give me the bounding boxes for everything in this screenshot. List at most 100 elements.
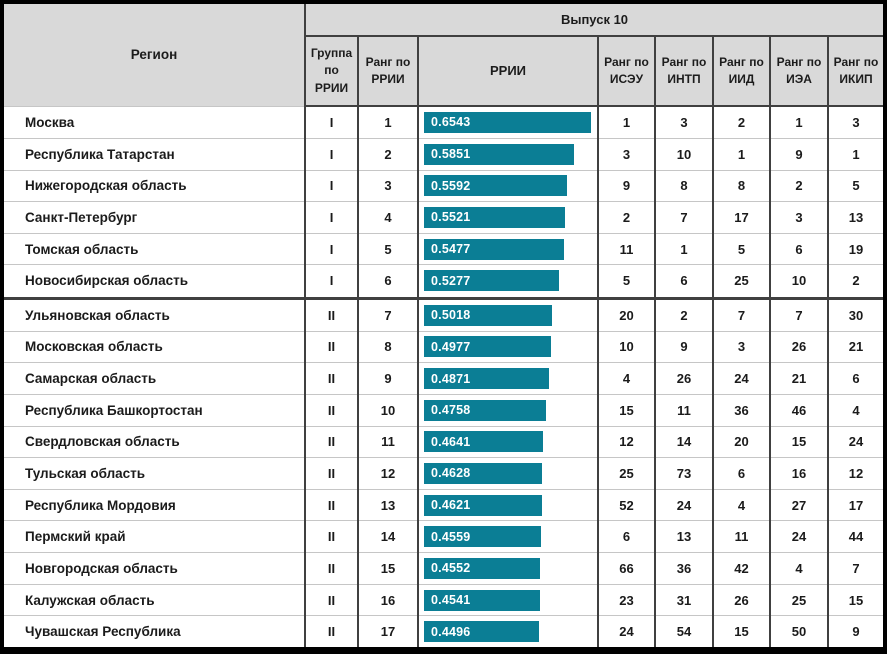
column-header-5: Ранг по ИНТП [654, 36, 713, 107]
rrii-rank-cell: 12 [357, 457, 418, 490]
rrii-value: 0.5477 [431, 242, 471, 257]
rank-cell-4: 15 [769, 425, 828, 458]
column-header-4: Ранг по ИСЭУ [597, 36, 655, 107]
region-cell: Нижегородская область [4, 169, 305, 202]
rank-cell-4: 27 [769, 488, 828, 521]
rrii-rank-cell: 11 [357, 425, 418, 458]
region-cell: Республика Татарстан [4, 137, 305, 170]
rrii-bar: 0.4628 [424, 462, 543, 484]
issue-header-row: Регион Выпуск 10 [4, 4, 883, 106]
rank-cell-1: 23 [597, 583, 655, 616]
rank-cell-3: 25 [712, 264, 770, 298]
region-cell: Калужская область [4, 583, 305, 616]
rrii-bar: 0.4641 [424, 431, 543, 453]
table-row: Нижегородская область I 3 0.5592 9 8 8 2 5 [4, 169, 883, 202]
rrii-bar-cell: 0.4628 [417, 457, 598, 490]
rank-cell-5: 44 [827, 520, 883, 553]
rank-cell-5: 1 [827, 137, 883, 170]
rank-cell-5: 6 [827, 362, 883, 395]
rank-cell-3: 1 [712, 137, 770, 170]
rank-cell-4: 3 [769, 201, 828, 234]
rrii-bar: 0.4541 [424, 589, 541, 611]
rrii-value: 0.5592 [431, 178, 471, 193]
region-cell: Чувашская Республика [4, 615, 305, 647]
group-cell: II [304, 488, 358, 521]
table-row: Пермский край II 14 0.4559 6 13 11 24 44 [4, 520, 883, 553]
rank-cell-1: 25 [597, 457, 655, 490]
rrii-rank-cell: 14 [357, 520, 418, 553]
rank-cell-4: 50 [769, 615, 828, 647]
rank-cell-2: 2 [654, 296, 713, 332]
rank-cell-1: 9 [597, 169, 655, 202]
group-cell: II [304, 457, 358, 490]
rank-cell-1: 24 [597, 615, 655, 647]
column-header-7: Ранг по ИЭА [769, 36, 828, 107]
rank-cell-4: 9 [769, 137, 828, 170]
rrii-bar: 0.5851 [424, 143, 574, 165]
table-row: Московская область II 8 0.4977 10 9 3 26 21 [4, 330, 883, 363]
region-cell: Ульяновская область [4, 296, 305, 332]
rrii-bar-cell: 0.5277 [417, 264, 598, 298]
group-cell: II [304, 552, 358, 585]
rank-cell-5: 13 [827, 201, 883, 234]
rrii-bar: 0.4871 [424, 368, 549, 390]
rrii-value: 0.4758 [431, 403, 471, 418]
rank-cell-2: 11 [654, 393, 713, 426]
rrii-rank-cell: 7 [357, 296, 418, 332]
rrii-bar-cell: 0.4621 [417, 488, 598, 521]
rank-cell-5: 15 [827, 583, 883, 616]
rank-cell-4: 6 [769, 232, 828, 265]
rank-cell-3: 15 [712, 615, 770, 647]
rrii-bar-cell: 0.4871 [417, 362, 598, 395]
rrii-bar: 0.5477 [424, 238, 565, 260]
table-row: Республика Татарстан I 2 0.5851 3 10 1 9 1 [4, 137, 883, 170]
region-cell: Новосибирская область [4, 264, 305, 298]
region-cell: Свердловская область [4, 425, 305, 458]
rrii-rank-cell: 13 [357, 488, 418, 521]
table-row: Новгородская область II 15 0.4552 66 36 42 4 7 [4, 552, 883, 585]
rank-cell-5: 5 [827, 169, 883, 202]
rank-cell-1: 4 [597, 362, 655, 395]
rank-cell-1: 12 [597, 425, 655, 458]
rank-cell-2: 26 [654, 362, 713, 395]
group-cell: II [304, 362, 358, 395]
rrii-bar-cell: 0.4496 [417, 615, 598, 647]
rrii-value: 0.4541 [431, 593, 471, 608]
rank-cell-4: 4 [769, 552, 828, 585]
group-cell: I [304, 201, 358, 234]
rrii-value: 0.5851 [431, 147, 471, 162]
column-header-3: РРИИ [417, 36, 598, 107]
table-row: Самарская область II 9 0.4871 4 26 24 21 6 [4, 362, 883, 395]
rank-cell-1: 3 [597, 137, 655, 170]
rrii-bar: 0.4552 [424, 557, 541, 579]
issue-header: Выпуск 10 [304, 4, 883, 37]
group-cell: II [304, 296, 358, 332]
table-row: Томская область I 5 0.5477 11 1 5 6 19 [4, 232, 883, 265]
column-header-2: Ранг по РРИИ [357, 36, 418, 107]
rank-cell-3: 26 [712, 583, 770, 616]
region-cell: Республика Мордовия [4, 488, 305, 521]
rank-cell-5: 4 [827, 393, 883, 426]
rrii-bar-cell: 0.4559 [417, 520, 598, 553]
rank-cell-4: 21 [769, 362, 828, 395]
rank-cell-4: 2 [769, 169, 828, 202]
group-cell: II [304, 393, 358, 426]
rank-cell-3: 17 [712, 201, 770, 234]
region-column-header: Регион [4, 4, 306, 106]
column-header-1: Группа по РРИИ [304, 36, 358, 107]
rrii-value: 0.4496 [431, 624, 471, 639]
rank-cell-5: 2 [827, 264, 883, 298]
rank-cell-2: 73 [654, 457, 713, 490]
group-cell: II [304, 425, 358, 458]
table-row: Тульская область II 12 0.4628 25 73 6 16 12 [4, 457, 883, 490]
group-cell: II [304, 520, 358, 553]
group-cell: I [304, 137, 358, 170]
group-cell: I [304, 105, 358, 139]
rrii-bar-cell: 0.4552 [417, 552, 598, 585]
rank-cell-2: 9 [654, 330, 713, 363]
rrii-value: 0.4621 [431, 498, 471, 513]
rank-cell-1: 11 [597, 232, 655, 265]
rank-cell-5: 3 [827, 105, 883, 139]
rrii-rank-cell: 10 [357, 393, 418, 426]
rrii-value: 0.4552 [431, 561, 471, 576]
